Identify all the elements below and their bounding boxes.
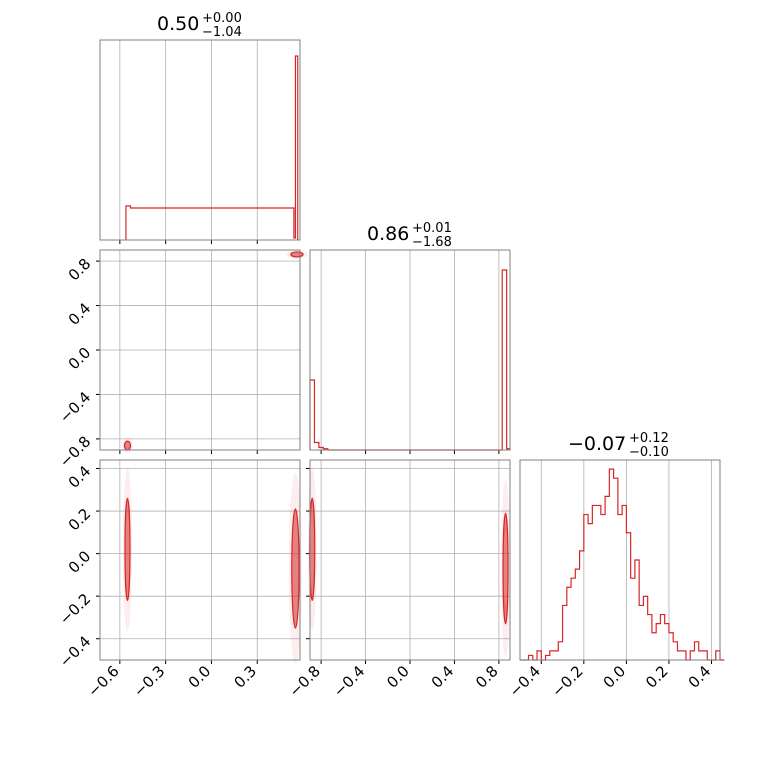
pair-1-0-frame (99, 249, 301, 451)
y1-tick-label-0: 0.8 (65, 255, 95, 285)
title-1-value: 0.86 (367, 223, 409, 245)
pair-2-0-cluster-0-density-contour (124, 497, 131, 602)
x1-tick-label-0: −0.8 (285, 662, 323, 700)
title-1-lower: −1.68 (412, 235, 452, 250)
hist-0-frame (99, 39, 301, 241)
y2-tick-label-3: −0.2 (56, 590, 94, 628)
x2-tick-label-1: −0.2 (548, 662, 586, 700)
title-1-upper: +0.01 (412, 221, 452, 236)
title-param-2: −0.07 +0.12 −0.10 (568, 431, 669, 460)
hist-1-histogram-step (309, 269, 511, 451)
pair-2-0-cluster-0-density-inner (124, 498, 130, 601)
y2-tick-label-2: 0.0 (65, 547, 95, 577)
title-0-upper: +0.00 (202, 11, 242, 26)
x0-tick-label-1: −0.3 (130, 662, 168, 700)
x1-tick-label-4: 0.8 (472, 662, 502, 692)
title-2-upper: +0.12 (629, 431, 669, 446)
pair-1-0-cluster-0-density-contour (290, 251, 304, 258)
hist-0-histogram-step (125, 55, 299, 240)
x2-tick-label-4: 0.4 (685, 662, 715, 692)
pair-2-0-cluster-1-density-contour (291, 508, 300, 629)
title-2-value: −0.07 (568, 433, 626, 455)
hist-2-frame (519, 459, 721, 661)
title-0-lower: −1.04 (202, 25, 242, 40)
pair-1-0-cluster-1-density-inner (124, 441, 131, 450)
panels-layer (96, 39, 725, 664)
x1-tick-label-1: −0.4 (330, 662, 368, 700)
x0-tick-label-2: 0.0 (185, 662, 215, 692)
title-0-value: 0.50 (157, 13, 199, 35)
pair-2-0-cluster-1-density-inner (291, 508, 300, 629)
title-param-1: 0.86 +0.01 −1.68 (367, 221, 452, 250)
y1-tick-label-4: −0.8 (56, 433, 94, 471)
x1-tick-label-2: 0.0 (383, 662, 413, 692)
title-param-0: 0.50 +0.00 −1.04 (157, 11, 242, 40)
pair-2-1-cluster-0-density-inner (309, 498, 315, 601)
y2-tick-label-1: 0.2 (65, 505, 95, 535)
y1-tick-label-1: 0.4 (65, 299, 95, 329)
x2-tick-label-0: −0.4 (506, 662, 544, 700)
y1-tick-label-2: 0.0 (65, 344, 95, 374)
x2-tick-label-2: 0.0 (600, 662, 630, 692)
x1-tick-label-3: 0.4 (428, 662, 458, 692)
pair-2-1-frame (309, 459, 511, 661)
pair-2-0-frame (99, 459, 301, 661)
pair-2-1-cluster-1-density-contour (502, 512, 509, 625)
pair-2-1-cluster-1-density-inner (503, 513, 509, 624)
y2-tick-label-4: −0.4 (56, 632, 94, 670)
x0-tick-label-3: 0.3 (230, 662, 260, 692)
hist-2-histogram-step (520, 468, 725, 661)
hist-1-frame (309, 249, 511, 451)
x2-tick-label-3: 0.2 (642, 662, 672, 692)
title-2-lower: −0.10 (629, 445, 669, 460)
x0-tick-label-0: −0.6 (84, 662, 122, 700)
y1-tick-label-3: −0.4 (56, 388, 94, 426)
